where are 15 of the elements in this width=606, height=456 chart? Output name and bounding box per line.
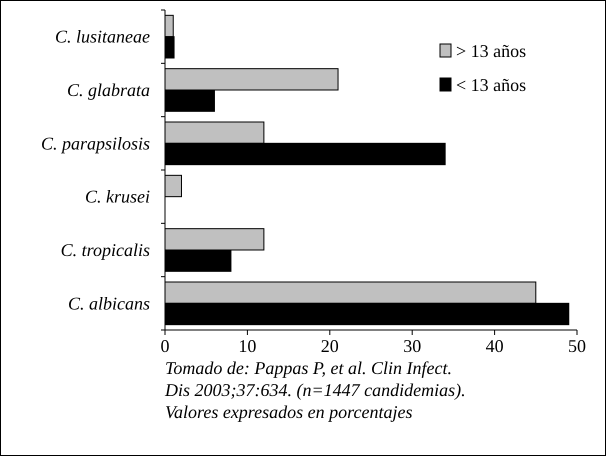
x-tick-label: 20: [320, 336, 339, 356]
x-tick-label: 30: [403, 336, 422, 356]
y-tick-label: C. krusei: [85, 186, 150, 207]
y-tick-label: C. lusitaneae: [55, 26, 150, 47]
x-tick-label: 10: [238, 336, 256, 356]
x-tick-label: 50: [568, 336, 586, 356]
legend-label: < 13 años: [456, 75, 526, 95]
y-tick-label: C. glabrata: [66, 80, 150, 100]
y-tick-label: C. albicans: [68, 293, 150, 314]
legend-label: > 13 años: [456, 41, 526, 61]
y-tick-label: C. tropicalis: [60, 240, 150, 260]
text: Tomado de: Pappas P, et al. Clin Infect. Dis 2003;37:634. (n=1447 candidemias). Valores expresados en porcentajes: [164, 358, 466, 422]
x-tick-label: 0: [160, 336, 170, 356]
x-tick-label: 40: [486, 336, 504, 356]
y-tick-label: C. parapsilosis: [40, 133, 150, 154]
